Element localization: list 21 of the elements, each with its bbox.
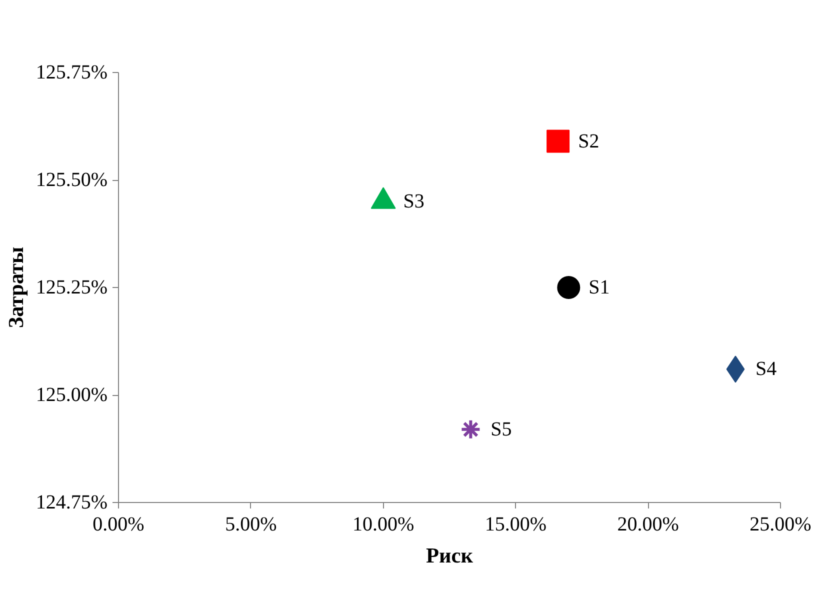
series-label: S1 (588, 276, 610, 298)
y-axis-title: Затраты (4, 246, 28, 328)
x-tick-label: 15.00% (484, 514, 547, 536)
y-tick-label: 124.75% (36, 492, 108, 514)
x-tick-label: 5.00% (225, 514, 277, 536)
y-tick-label: 125.00% (36, 384, 108, 406)
series-label: S4 (755, 358, 777, 380)
x-tick-label: 25.00% (750, 514, 812, 536)
x-tick-label: 20.00% (617, 514, 679, 536)
series-label: S2 (578, 130, 600, 152)
x-axis-title: Риск (426, 544, 474, 568)
x-tick-label: 10.00% (352, 514, 414, 536)
point (546, 130, 570, 153)
y-tick-label: 125.75% (36, 62, 108, 84)
y-tick-label: 125.25% (36, 276, 108, 298)
series-label: S3 (403, 190, 424, 212)
point (460, 418, 482, 440)
point (557, 276, 580, 299)
series-label: S5 (490, 418, 512, 440)
x-tick-label: 0.00% (92, 514, 144, 536)
y-tick-label: 125.50% (36, 169, 108, 191)
